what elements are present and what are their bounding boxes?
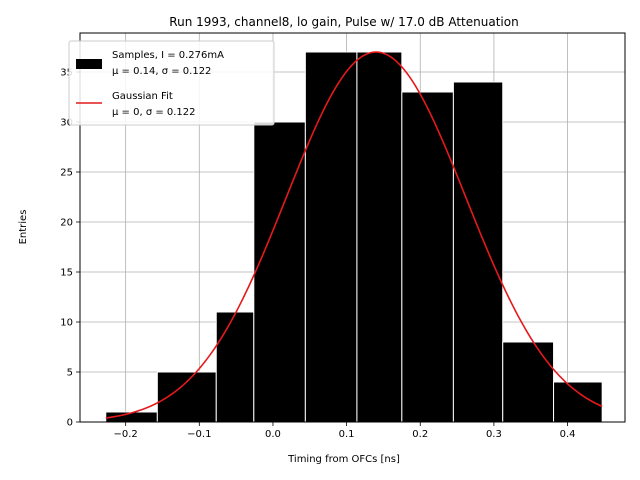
legend-samples-swatch bbox=[76, 59, 102, 69]
legend: Samples, I = 0.276mA μ = 0.14, σ = 0.122… bbox=[68, 40, 275, 126]
legend-samples-label: Samples, I = 0.276mA bbox=[112, 50, 224, 61]
x-tick-label: 0.3 bbox=[486, 429, 502, 440]
y-tick-label: 35 bbox=[60, 68, 73, 79]
x-axis: −0.2 −0.1 0.0 0.1 0.2 0.3 0.4 bbox=[114, 422, 576, 440]
x-tick-label: −0.1 bbox=[187, 429, 211, 440]
x-tick-label: −0.2 bbox=[114, 429, 138, 440]
chart-title: Run 1993, channel8, lo gain, Pulse w/ 17… bbox=[169, 15, 518, 29]
x-axis-title: Timing from OFCs [ns] bbox=[287, 454, 400, 465]
y-tick-label: 15 bbox=[60, 268, 73, 279]
histogram-bar bbox=[401, 91, 454, 423]
gaussian-fit-curve bbox=[105, 51, 603, 419]
y-axis-title: Entries bbox=[18, 210, 29, 245]
legend-samples-stats: μ = 0.14, σ = 0.122 bbox=[112, 66, 211, 77]
y-tick-label: 20 bbox=[60, 218, 73, 229]
histogram-bar bbox=[253, 121, 306, 423]
x-tick-label: 0.0 bbox=[265, 429, 281, 440]
y-tick-label: 5 bbox=[67, 368, 73, 379]
plot-area bbox=[79, 32, 626, 423]
histogram-bar bbox=[356, 51, 403, 423]
y-tick-label: 0 bbox=[67, 418, 73, 429]
histogram-bar bbox=[304, 51, 358, 423]
histogram-bar bbox=[452, 81, 504, 423]
legend-fit-label: Gaussian Fit bbox=[112, 91, 173, 102]
histogram-bar bbox=[553, 381, 603, 423]
plot-frame bbox=[79, 32, 626, 423]
x-tick-label: 0.2 bbox=[412, 429, 428, 440]
y-tick-label: 25 bbox=[60, 168, 73, 179]
histogram-bars bbox=[105, 51, 603, 423]
x-tick-label: 0.4 bbox=[560, 429, 576, 440]
histogram-bar bbox=[502, 341, 555, 423]
x-tick-label: 0.1 bbox=[339, 429, 355, 440]
legend-box bbox=[68, 40, 275, 126]
y-tick-label: 10 bbox=[60, 318, 73, 329]
legend-fit-stats: μ = 0, σ = 0.122 bbox=[112, 107, 196, 118]
histogram-bar bbox=[215, 311, 255, 423]
y-tick-label: 30 bbox=[60, 118, 73, 129]
